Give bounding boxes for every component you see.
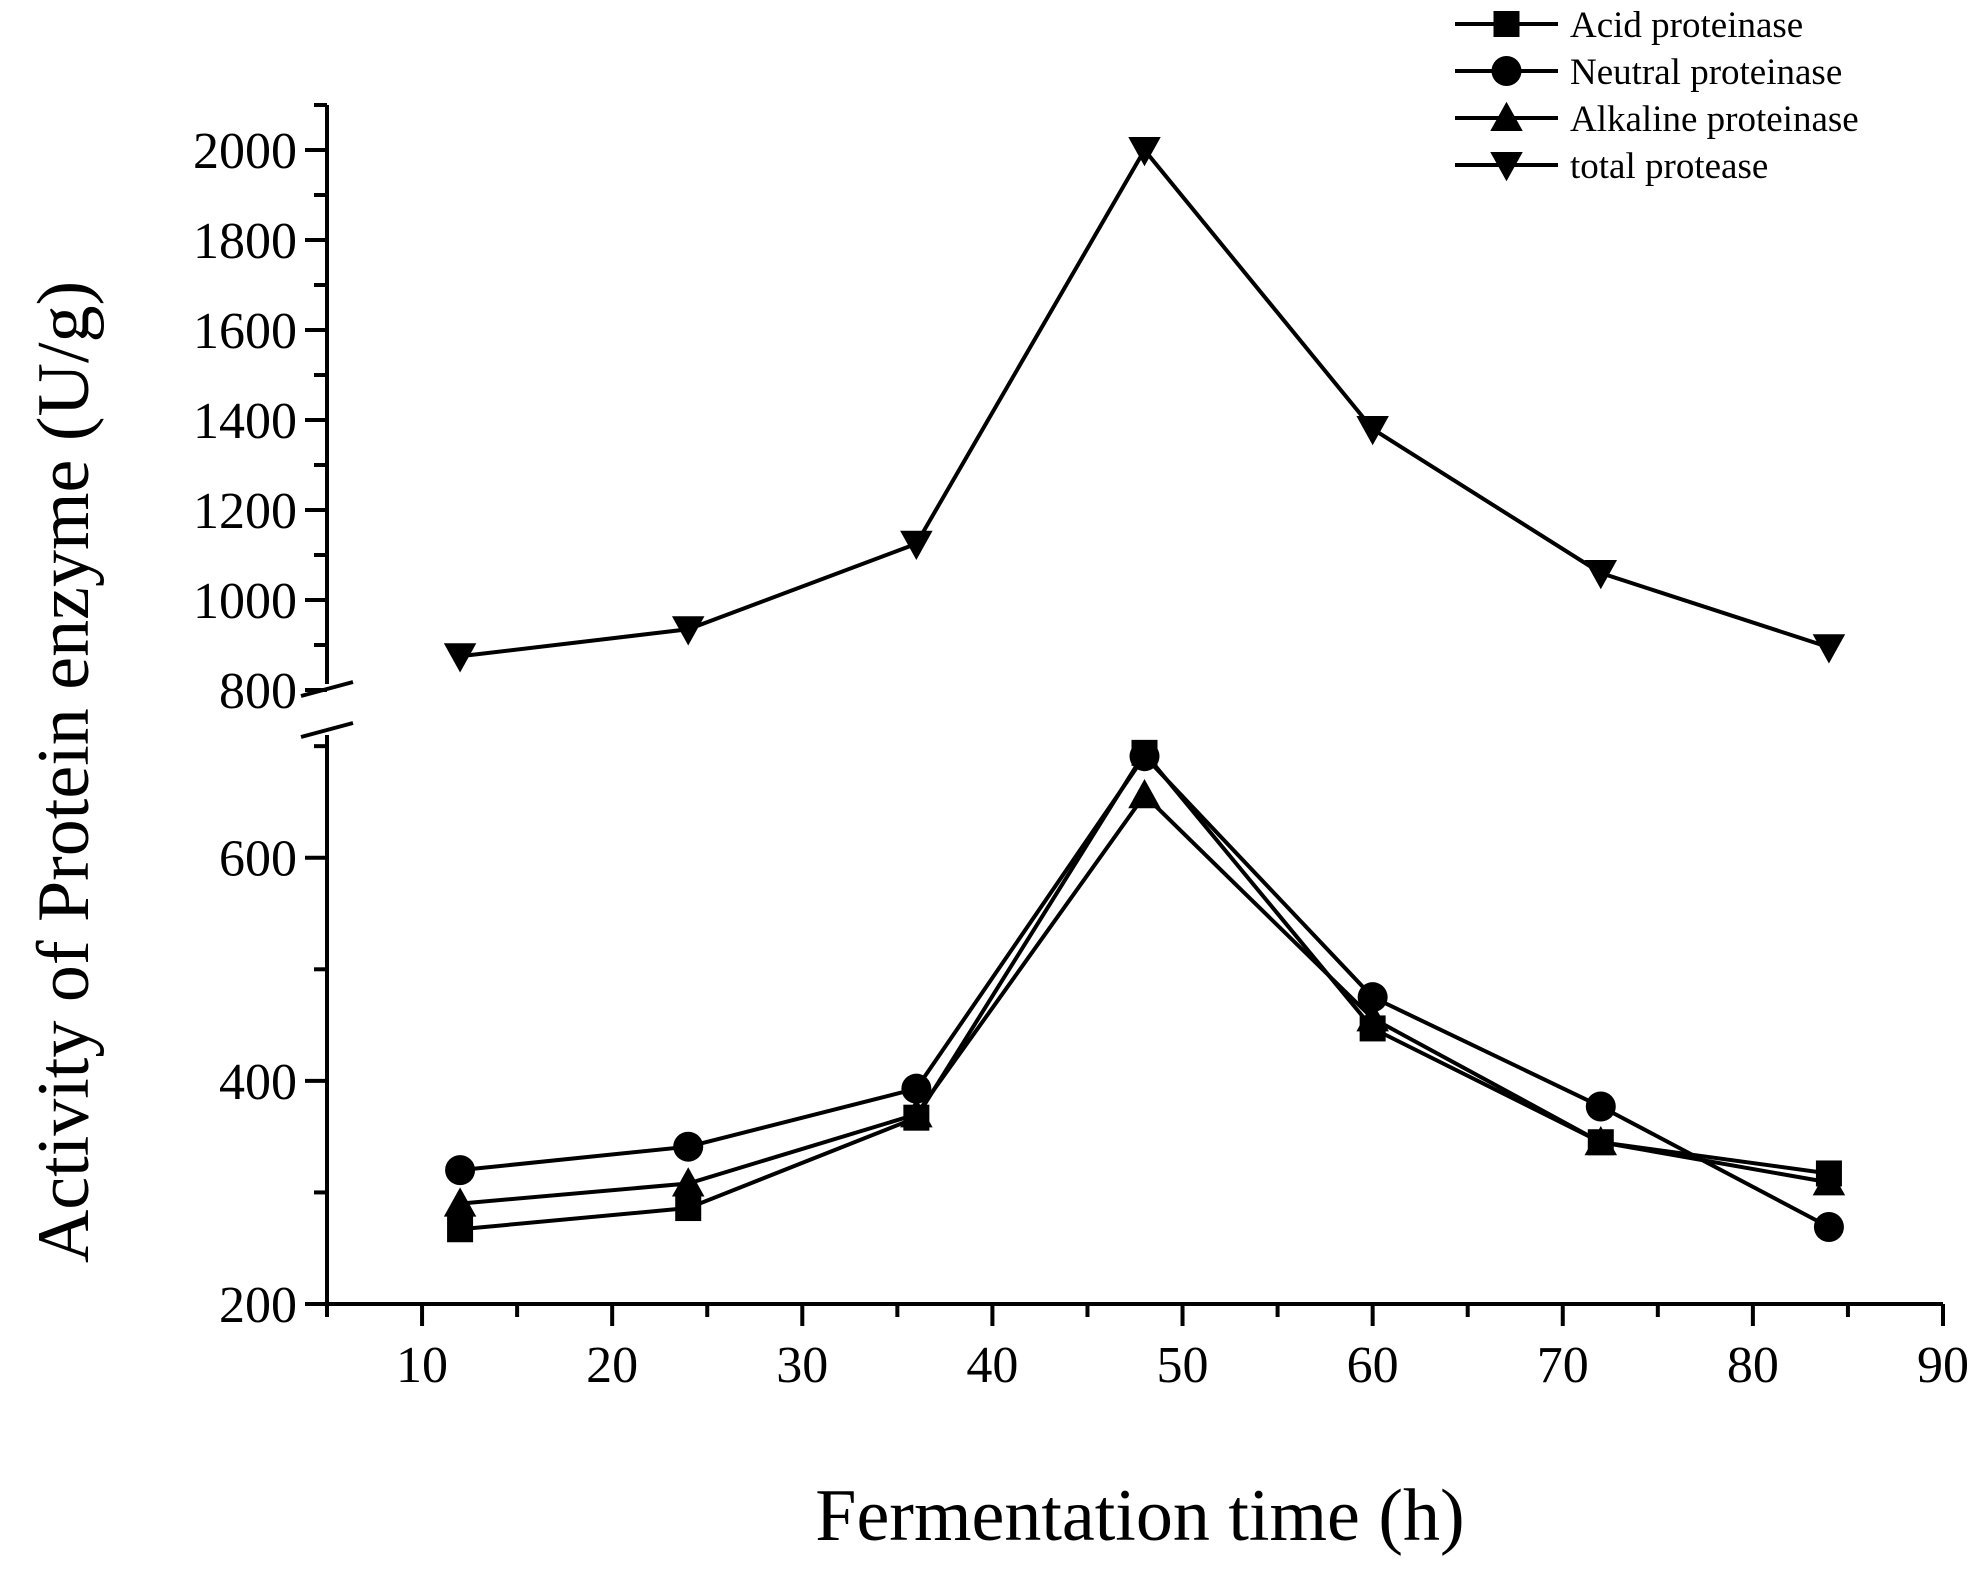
- legend: Acid proteinase Neutral proteinase Alkalin…: [1455, 5, 1859, 187]
- x-axis-title: Fermentation time (h): [815, 1475, 1464, 1557]
- triangle-up-marker: [1356, 1002, 1389, 1032]
- y-tick-label: 1400: [193, 393, 297, 450]
- axis-break-mark: [300, 721, 354, 739]
- series-line: [459, 792, 1830, 1206]
- y-tick-label: 200: [219, 1277, 297, 1334]
- triangle-up-marker: [443, 1187, 477, 1217]
- triangle-up-marker: [1490, 101, 1523, 131]
- circle-marker: [901, 1073, 932, 1104]
- circle-marker: [1129, 741, 1160, 772]
- x-tick-label: 40: [966, 1337, 1018, 1394]
- triangle-up-marker: [1128, 778, 1161, 809]
- triangle-down-marker: [1128, 137, 1161, 167]
- square-marker: [1493, 11, 1520, 37]
- series-line: [459, 753, 1830, 1229]
- triangle-up-marker: [1812, 1166, 1846, 1196]
- series-alkaline-proteinase: [443, 778, 1846, 1217]
- series-line: [459, 749, 1830, 1232]
- y-tick-label: 1800: [193, 213, 297, 270]
- x-tick-label: 50: [1157, 1337, 1209, 1394]
- triangle-down-marker: [1812, 634, 1846, 664]
- y-tick-label: 1600: [193, 303, 297, 360]
- series-acid-proteinase: [447, 739, 1842, 1243]
- series-total-protease: [443, 137, 1846, 673]
- circle-marker: [673, 1131, 704, 1162]
- circle-marker: [445, 1155, 476, 1186]
- x-tick-label: 70: [1537, 1337, 1589, 1394]
- series-layer: [443, 137, 1846, 1243]
- legend-label: Alkaline proteinase: [1570, 99, 1859, 140]
- x-tick-label: 30: [776, 1337, 828, 1394]
- y-tick-label: 600: [219, 831, 297, 888]
- legend-label: Acid proteinase: [1570, 5, 1803, 46]
- legend-label: Neutral proteinase: [1570, 52, 1842, 93]
- series-neutral-proteinase: [445, 741, 1844, 1243]
- triangle-up-marker: [1584, 1125, 1618, 1156]
- circle-marker: [1491, 56, 1522, 86]
- triangle-up-marker: [900, 1098, 933, 1128]
- triangle-down-marker: [1584, 560, 1618, 590]
- x-tick-label: 20: [586, 1337, 638, 1394]
- triangle-down-marker: [1490, 152, 1523, 182]
- y-tick-label: 400: [219, 1054, 297, 1111]
- x-tick-label: 90: [1917, 1337, 1969, 1394]
- legend-item: Acid proteinase: [1455, 5, 1803, 46]
- x-tick-label: 60: [1347, 1337, 1399, 1394]
- y-tick-label: 800: [219, 663, 297, 720]
- y-tick-label: 1200: [193, 483, 297, 540]
- triangle-up-marker: [671, 1167, 705, 1197]
- legend-item: total protease: [1455, 146, 1768, 187]
- triangle-down-marker: [1356, 416, 1389, 446]
- triangle-down-marker: [900, 530, 933, 560]
- series-line: [459, 146, 1830, 659]
- circle-marker: [1585, 1091, 1616, 1122]
- x-tick-label: 80: [1727, 1337, 1779, 1394]
- y-tick-label: 2000: [193, 123, 297, 180]
- circle-marker: [1813, 1212, 1844, 1243]
- square-marker: [675, 1195, 702, 1222]
- legend-label: total protease: [1570, 146, 1768, 187]
- y-tick-label: 1000: [193, 573, 297, 630]
- triangle-down-marker: [443, 643, 477, 673]
- x-tick-label: 10: [396, 1337, 448, 1394]
- triangle-down-marker: [671, 616, 705, 646]
- y-axis-title: Activity of Protein enzyme (U/g): [23, 281, 105, 1263]
- legend-item: Alkaline proteinase: [1455, 99, 1859, 140]
- axes-layer: 10 20 30 40 50 60 70 80 90 200 400 600 800 1000 1200 14…: [193, 103, 1969, 1394]
- legend-item: Neutral proteinase: [1455, 52, 1842, 93]
- square-marker: [447, 1216, 474, 1243]
- circle-marker: [1357, 982, 1388, 1013]
